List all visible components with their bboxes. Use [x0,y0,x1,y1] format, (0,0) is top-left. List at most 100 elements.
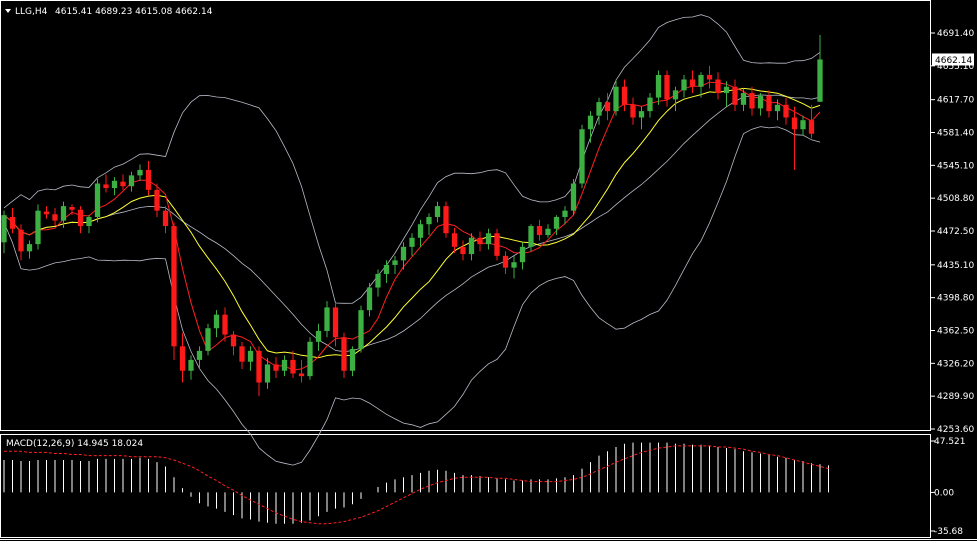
candle [434,206,441,217]
candle [536,226,543,236]
candle [426,216,432,225]
price-tick-label: 4691.40 [937,29,974,39]
candle [103,184,109,189]
candle [740,93,747,105]
candle [562,210,568,217]
candle [732,86,738,105]
candle [179,346,186,371]
candle [800,120,806,130]
candle [485,233,492,245]
candle [145,169,152,190]
price-tick-label: 4289.90 [937,392,974,402]
candle [273,364,279,371]
candle [43,211,50,215]
candle [26,244,33,252]
candle [18,229,24,252]
candle [655,74,662,98]
candle [332,307,339,338]
macd-tick-label: 47.521 [934,437,966,447]
candle [698,74,704,87]
macd-pane-frame [0,434,931,538]
candle [375,273,381,288]
candle [477,237,483,245]
candle [290,359,296,374]
candle [324,307,330,331]
candle [621,86,628,105]
candle [783,104,789,118]
candle [460,246,466,255]
triangle-down-icon[interactable] [5,9,11,13]
candle [137,169,143,176]
macd-signal-line [4,445,829,525]
candle [264,364,271,383]
price-tick-label: 4435.10 [937,261,974,271]
candle [1,215,7,243]
candle [587,115,594,130]
candle [681,79,687,91]
candle [162,210,169,227]
price-tick-label: 4581.40 [937,128,974,138]
candle [52,214,58,221]
moving-average-slow [3,87,821,359]
bollinger-lower-band [3,126,821,466]
candle [307,341,313,377]
main-pane-frame [0,0,931,431]
candle [664,74,670,100]
candle [86,216,92,227]
candle [349,349,356,371]
candle [579,129,585,184]
price-tick-label: 4508.80 [937,194,974,204]
candle [613,86,619,112]
price-tick-label: 4617.70 [937,96,974,106]
candle [9,216,16,229]
price-tick-label: 4253.60 [937,425,974,435]
current-price-badge [932,53,974,66]
main-plot-area [1,14,823,466]
candle [400,246,407,261]
candle [553,216,560,229]
candle [315,330,322,342]
candle [205,328,211,351]
price-axis: 4691.40 4655.10 4617.70 4581.40 4545.10 4508.… [931,29,974,435]
candle [766,95,772,112]
candle [545,228,551,236]
candle [417,224,424,238]
candle [647,97,653,112]
candle [706,74,713,80]
macd-plot-area [3,442,829,525]
candle [511,262,517,268]
macd-axis: 47.521 0.00 -35.68 [931,437,966,537]
candle [519,246,526,263]
candle [154,189,160,211]
candle [672,90,679,100]
price-tick-label: 4326.20 [937,359,974,369]
candle [392,260,398,265]
candle [774,104,781,112]
candle [596,102,602,116]
candle [341,337,347,371]
candle [171,226,177,347]
candle [281,359,288,371]
price-tick-label: 4655.10 [937,62,974,72]
macd-label: MACD(12,26,9) 14.945 18.024 [6,439,143,449]
candle [128,175,135,187]
candle [723,86,730,94]
candle [256,350,262,383]
bollinger-upper-band [3,14,821,304]
candle [791,117,798,130]
candle [120,181,126,187]
candle [749,93,755,109]
candle [383,264,390,274]
candle [502,255,509,268]
macd-tick-label: -35.68 [934,527,963,537]
candle [196,350,203,360]
price-tick-label: 4362.50 [937,326,974,336]
candle [77,209,84,227]
candle [69,207,75,210]
candle [808,120,815,134]
ohlc-values: 4615.41 4689.23 4615.08 4662.14 [55,7,213,17]
candle [528,226,534,247]
symbol-label: LLG,H4 [15,7,48,17]
